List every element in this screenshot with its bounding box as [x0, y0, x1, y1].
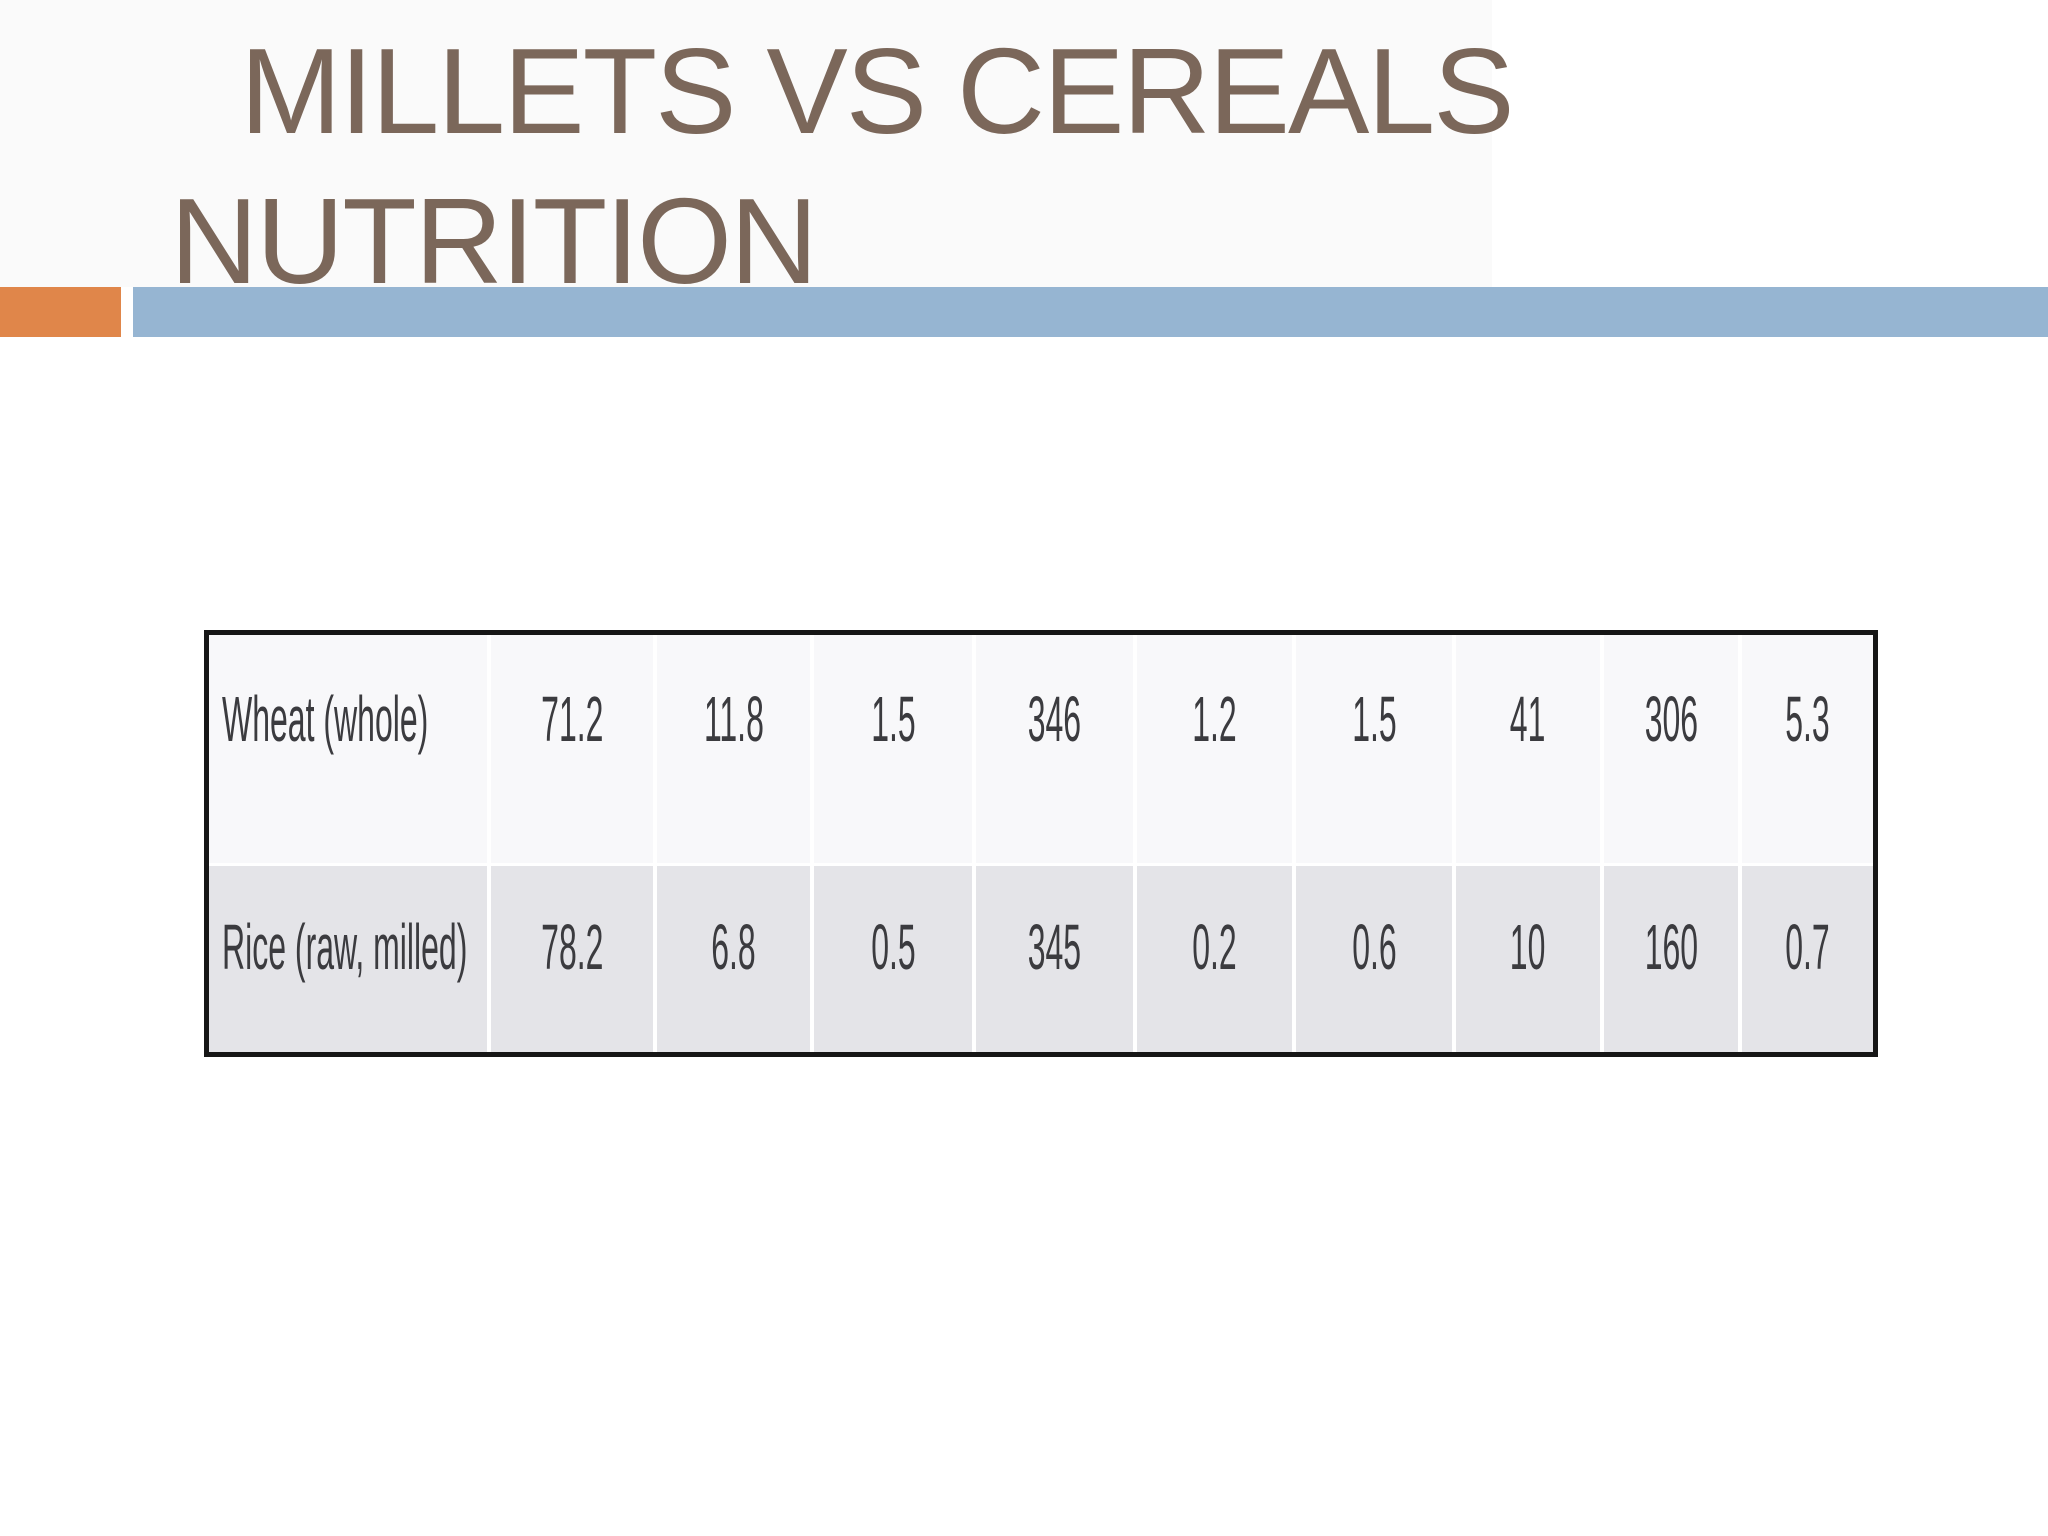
- orange-accent-block: [0, 287, 121, 337]
- table-cell: 0.5: [810, 863, 972, 1052]
- table-cell: 0.2: [1133, 863, 1292, 1052]
- cell-value: 0.6: [1351, 910, 1397, 983]
- table-cell: 345: [972, 863, 1133, 1052]
- blue-accent-bar: [133, 287, 2048, 337]
- cell-value: 0.5: [870, 910, 916, 983]
- table-cell: 306: [1600, 635, 1738, 863]
- row-label-wheat: Wheat (whole): [209, 635, 487, 863]
- cell-value: 160: [1644, 910, 1698, 983]
- table-cell: 6.8: [653, 863, 810, 1052]
- slide-title-line-1: MILLETS VS CEREALS: [240, 23, 1515, 159]
- row-label-rice: Rice (raw, milled): [209, 863, 487, 1052]
- table-cell: 160: [1600, 863, 1738, 1052]
- table-cell: 1.5: [810, 635, 972, 863]
- cell-value: 11.8: [703, 683, 764, 755]
- table-cell: 1.2: [1133, 635, 1292, 863]
- cell-value: 346: [1027, 683, 1082, 755]
- nutrition-table: Wheat (whole) 71.2 11.8 1.5 346 1.2 1.5 …: [204, 630, 1878, 1057]
- cell-value: 71.2: [540, 683, 604, 755]
- table-cell: 1.5: [1292, 635, 1452, 863]
- table-cell: 0.7: [1738, 863, 1873, 1052]
- table-cell: 11.8: [653, 635, 810, 863]
- cell-value: 41: [1510, 683, 1546, 755]
- cell-value: 6.8: [711, 910, 756, 983]
- cell-value: 0.2: [1192, 910, 1237, 983]
- table-cell: 5.3: [1738, 635, 1873, 863]
- table-cell: 41: [1452, 635, 1600, 863]
- slide-title-line-2: NUTRITION: [170, 173, 818, 309]
- cell-value: 1.5: [1351, 683, 1397, 755]
- cell-value: 10: [1510, 910, 1546, 983]
- row-label-text: Wheat (whole): [222, 683, 429, 755]
- cell-value: 78.2: [540, 910, 604, 983]
- cell-value: 0.7: [1785, 910, 1830, 983]
- cell-value: 306: [1644, 683, 1698, 755]
- cell-value: 345: [1027, 910, 1082, 983]
- cell-value: 1.5: [870, 683, 916, 755]
- title-background-panel: [0, 0, 1492, 287]
- cell-value: 5.3: [1785, 683, 1830, 755]
- row-label-text: Rice (raw, milled): [222, 910, 468, 983]
- table-cell: 71.2: [487, 635, 653, 863]
- table-cell: 0.6: [1292, 863, 1452, 1052]
- table-cell: 10: [1452, 863, 1600, 1052]
- cell-value: 1.2: [1192, 683, 1237, 755]
- table-cell: 346: [972, 635, 1133, 863]
- table-cell: 78.2: [487, 863, 653, 1052]
